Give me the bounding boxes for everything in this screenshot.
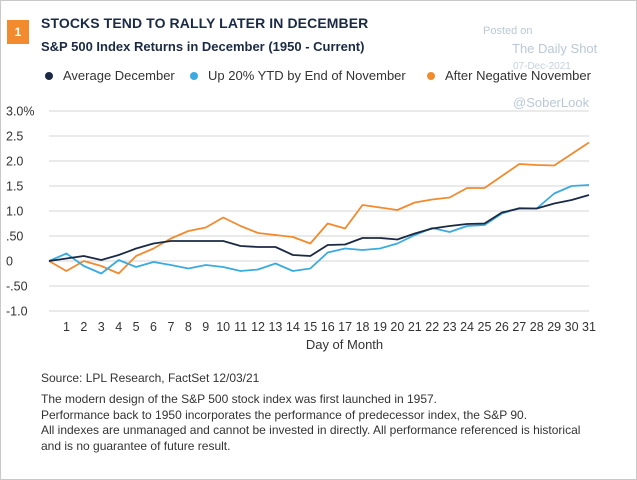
watermark-date: 07-Dec-2021 <box>513 61 571 72</box>
legend-label: After Negative November <box>445 68 591 83</box>
legend-item-up-20-ytd: Up 20% YTD by End of November <box>190 68 406 83</box>
x-tick-label: 2 <box>80 320 87 334</box>
legend-swatch <box>190 71 198 80</box>
x-tick-label: 3 <box>98 320 105 334</box>
x-tick-label: 20 <box>390 320 404 334</box>
x-tick-label: 4 <box>115 320 122 334</box>
x-tick-label: 14 <box>286 320 300 334</box>
x-tick-label: 13 <box>268 320 282 334</box>
watermark-handle: @SoberLook <box>513 95 590 110</box>
footnote-line: All indexes are unmanaged and cannot be … <box>41 423 581 437</box>
x-tick-label: 29 <box>547 320 561 334</box>
chart-title: STOCKS TEND TO RALLY LATER IN DECEMBER <box>41 15 369 31</box>
x-tick-label: 6 <box>150 320 157 334</box>
watermark-site: The Daily Shot <box>512 41 598 56</box>
x-tick-label: 28 <box>530 320 544 334</box>
footnote-line: and is no guarantee of future result. <box>41 438 231 453</box>
x-tick-label: 5 <box>133 320 140 334</box>
x-tick-label: 11 <box>234 320 247 334</box>
y-tick-label: 1.0 <box>6 205 23 219</box>
footnote-line: The modern design of the S&P 500 stock i… <box>41 392 438 406</box>
x-tick-label: 19 <box>373 320 387 334</box>
x-tick-label: 21 <box>408 320 422 334</box>
x-tick-label: 27 <box>512 320 526 334</box>
x-tick-label: 16 <box>321 320 335 334</box>
legend-label: Average December <box>63 68 175 83</box>
x-axis-label: Day of Month <box>305 337 384 352</box>
x-tick-label: 9 <box>202 320 209 334</box>
y-tick-label: -.50 <box>6 280 28 294</box>
x-tick-label: 15 <box>303 320 317 334</box>
x-tick-label: 12 <box>251 320 265 334</box>
y-tick-label: 2.5 <box>6 130 23 144</box>
y-tick-label: .50 <box>6 230 23 244</box>
y-tick-label: 2.0 <box>6 155 23 169</box>
x-tick-label: 7 <box>167 320 174 334</box>
x-tick-label: 22 <box>425 320 439 334</box>
x-tick-label: 18 <box>356 320 370 334</box>
y-tick-label: 0 <box>6 255 13 269</box>
series-line-average-december <box>48 194 590 262</box>
x-tick-label: 1 <box>63 320 70 334</box>
watermark-posted: Posted on <box>483 25 533 37</box>
y-tick-label: -1.0 <box>6 305 28 319</box>
line-chart: 3.0%2.52.01.51.0.500-.50-1.01 2 3 4 5 6 7 8 9 10 1… <box>6 105 596 335</box>
legend-swatch <box>45 71 53 80</box>
chart-subtitle: S&P 500 Index Returns in December (1950 … <box>41 39 365 54</box>
x-tick-label: 10 <box>216 320 230 334</box>
y-tick-label: 3.0% <box>6 105 35 119</box>
x-tick-label: 25 <box>478 320 492 334</box>
legend-item-average-december: Average December <box>45 68 175 83</box>
footnotes: The modern design of the S&P 500 stock i… <box>41 392 621 454</box>
x-tick-label: 30 <box>565 320 579 334</box>
figure-number-badge: 1 <box>7 20 29 44</box>
x-tick-label: 31 <box>582 320 596 334</box>
legend-item-after-negative-november: After Negative November <box>427 68 591 83</box>
series-line-up-20-ytd-by-end-of-november <box>48 184 590 275</box>
x-tick-label: 23 <box>443 320 457 334</box>
x-tick-label: 26 <box>495 320 509 334</box>
x-tick-label: 8 <box>185 320 192 334</box>
footnote-line: Performance back to 1950 incorporates th… <box>41 407 528 422</box>
x-tick-label: 24 <box>460 320 474 334</box>
legend-label: Up 20% YTD by End of November <box>208 68 406 83</box>
legend-swatch <box>427 71 435 80</box>
y-tick-label: 1.5 <box>6 180 23 194</box>
series-line-after-negative-november <box>48 141 590 275</box>
x-tick-label: 17 <box>338 320 352 334</box>
source-note: Source: LPL Research, FactSet 12/03/21 <box>41 371 260 385</box>
